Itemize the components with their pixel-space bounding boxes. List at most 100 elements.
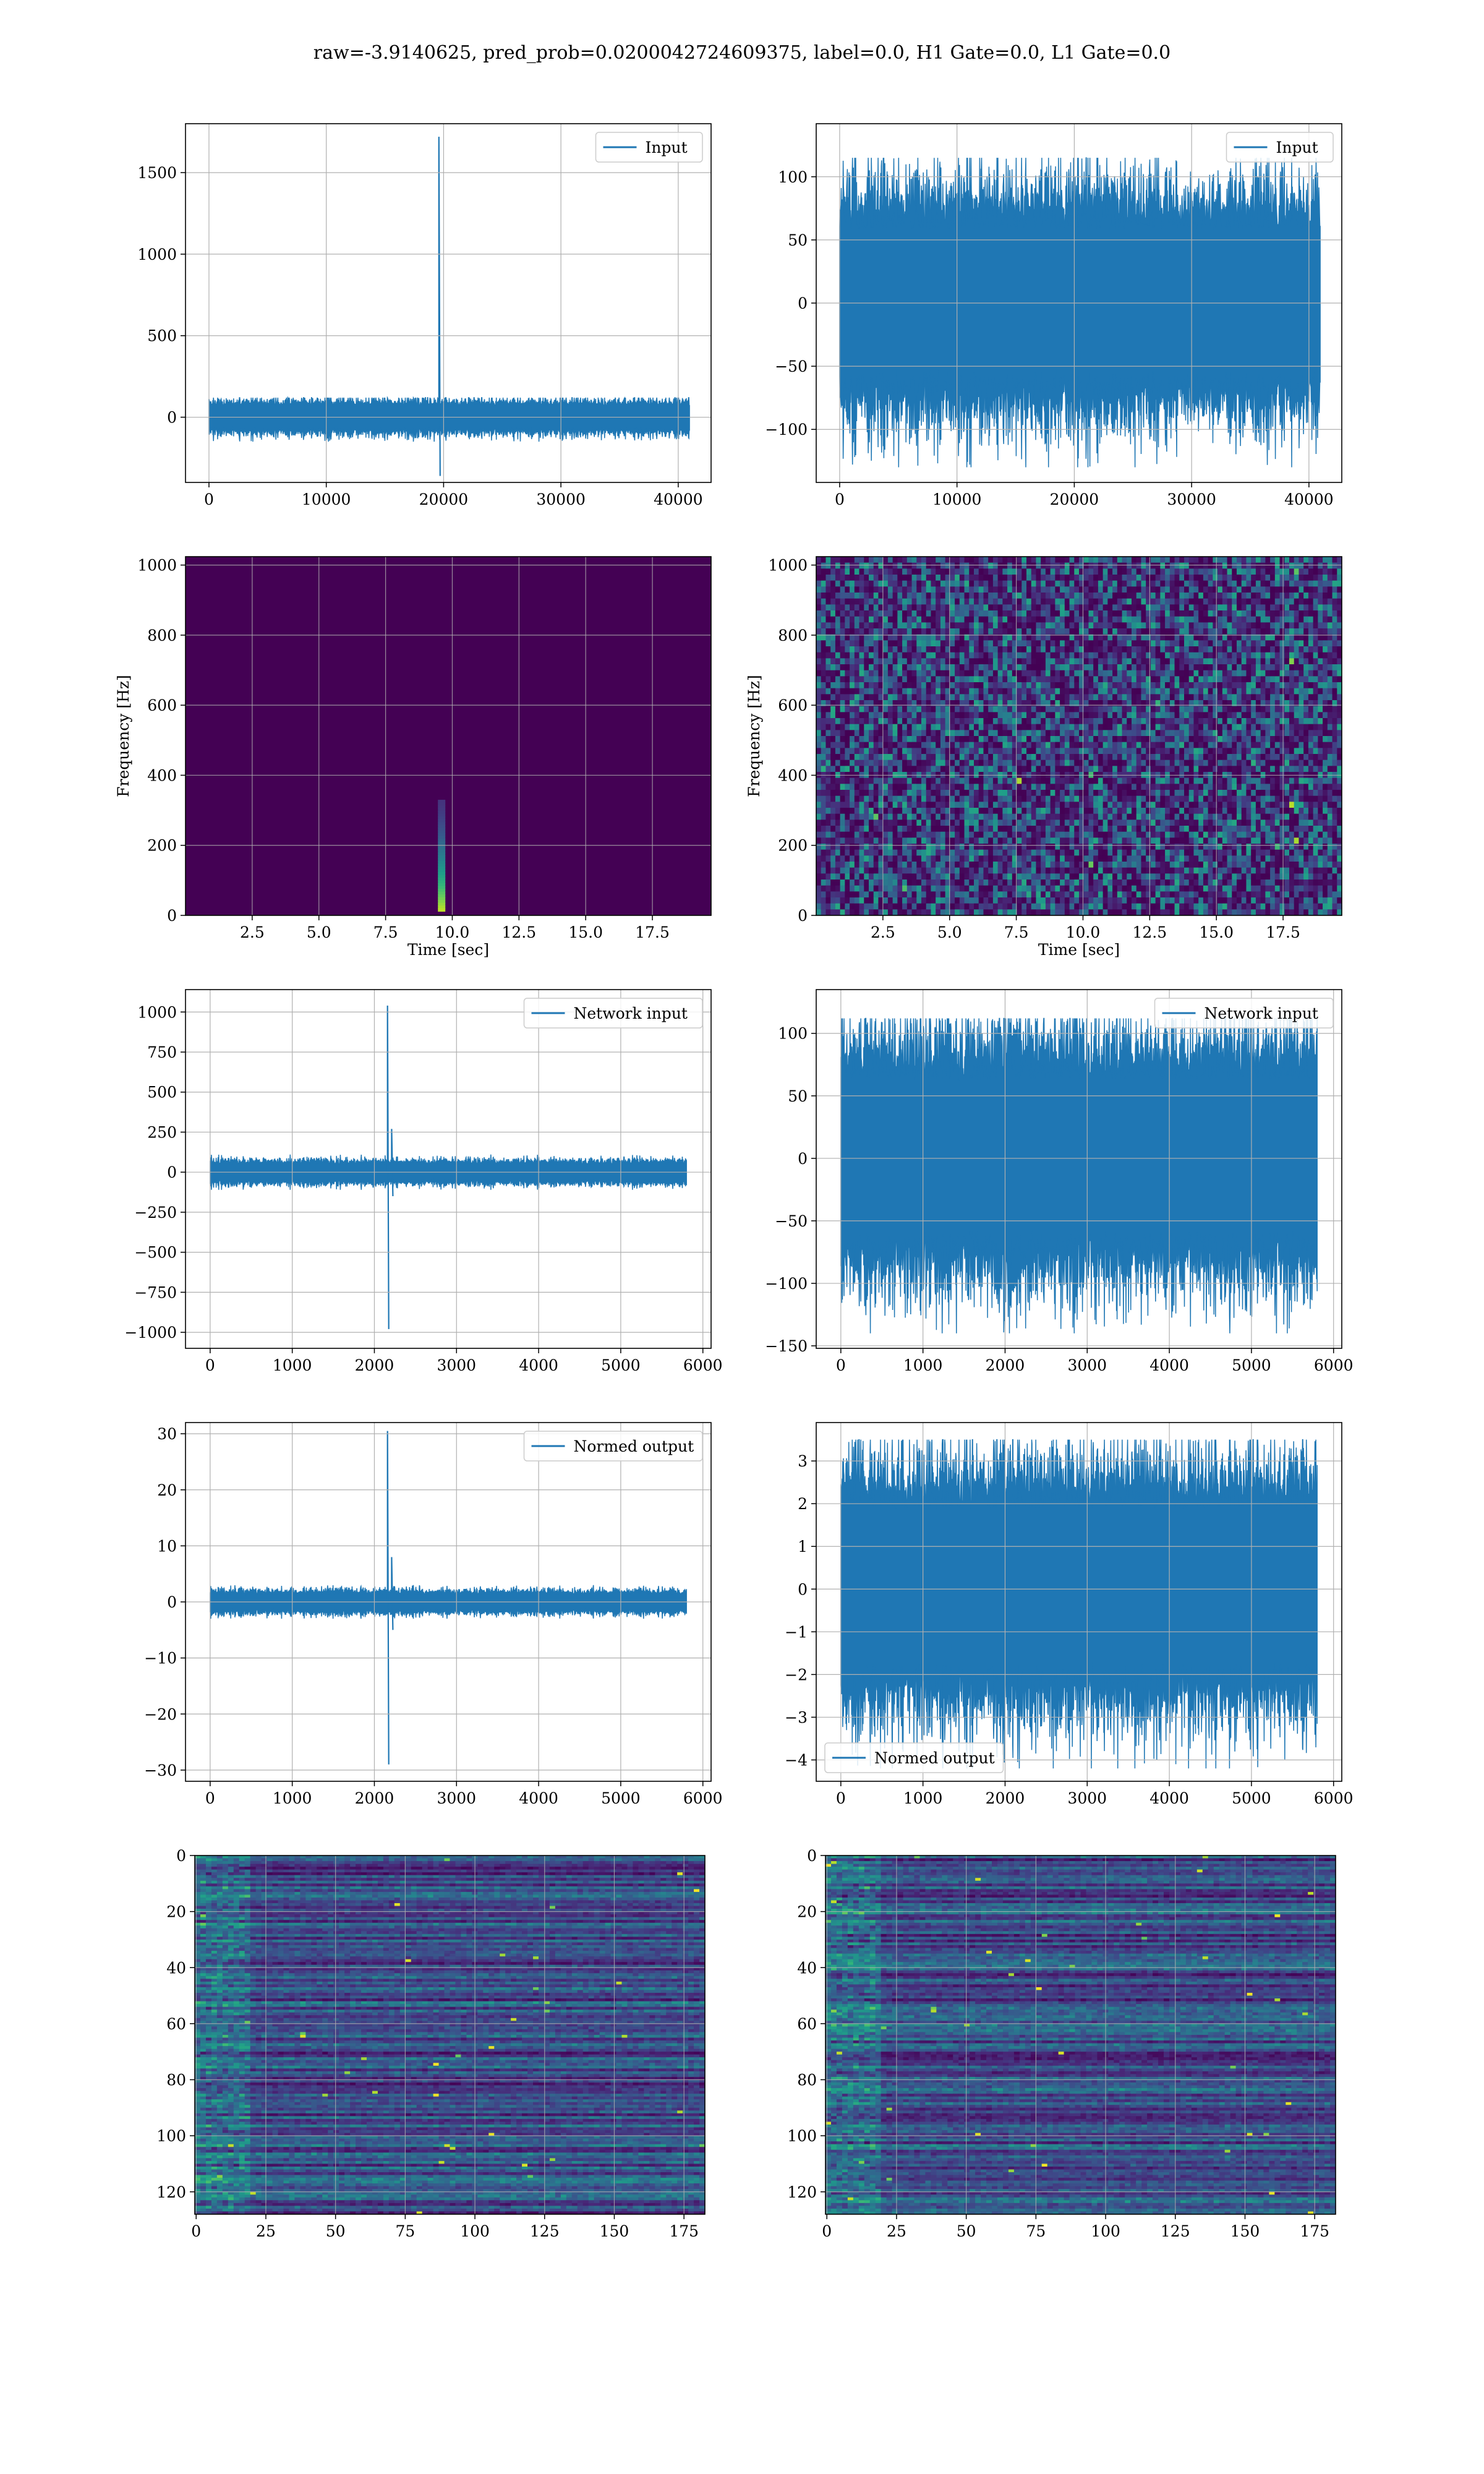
spectrogram-cell <box>854 640 860 647</box>
spectrogram-cell <box>864 694 869 701</box>
spectrogram-cell <box>1184 562 1190 569</box>
spectrogram-cell <box>1107 658 1113 665</box>
spectrogram-cell <box>1122 730 1127 737</box>
spectrogram-cell <box>955 676 960 683</box>
spectrogram-cell <box>1107 676 1113 683</box>
spectrogram-cell <box>1141 802 1146 808</box>
spectrogram-cell <box>1117 562 1123 569</box>
spectrogram-cell <box>940 748 946 755</box>
spectrogram-cell <box>845 777 850 784</box>
spectrogram-cell <box>1150 909 1156 915</box>
spectrogram-cell <box>1102 754 1108 761</box>
spectrogram-cell <box>950 903 955 910</box>
spectrogram-cell <box>1160 700 1166 707</box>
spectrogram-cell <box>1098 813 1104 820</box>
series-spike <box>438 137 441 476</box>
spectrogram-cell <box>940 628 946 635</box>
spectrogram-cell <box>950 873 955 880</box>
spectrogram-cell <box>1127 795 1132 802</box>
spectrogram-cell <box>911 777 917 784</box>
spectrogram-cell <box>1031 676 1037 683</box>
spectrogram-cell <box>845 634 850 641</box>
spectrogram-cell <box>1026 652 1032 659</box>
spectrogram-cell <box>1132 664 1137 671</box>
spectrogram-cell <box>1136 820 1142 826</box>
spectrogram-cell <box>1012 862 1018 868</box>
spectrogram-cell <box>1136 706 1142 713</box>
spectrogram-cell <box>1036 598 1041 605</box>
spectrogram-cell <box>931 598 936 605</box>
spectrogram-cell <box>1069 903 1075 910</box>
spectrogram-cell <box>983 855 989 862</box>
spectrogram-cell <box>864 682 869 689</box>
spectrogram-cell <box>1060 616 1065 623</box>
spectrogram-cell <box>1007 634 1013 641</box>
spectrogram-cell <box>988 784 994 790</box>
spectrogram-cell <box>1150 688 1156 695</box>
spectrogram-cell <box>1012 658 1018 665</box>
spectrogram-cell <box>1045 616 1051 623</box>
spectrogram-cell <box>1007 909 1013 915</box>
spectrogram-cell <box>845 909 850 915</box>
spectrogram-cell <box>1093 718 1099 725</box>
spectrogram-cell <box>887 700 893 707</box>
spectrogram-cell <box>902 880 908 886</box>
spectrogram-cell <box>845 862 850 868</box>
spectrogram-cell <box>974 897 979 904</box>
spectrogram-cell <box>1184 837 1190 844</box>
spectrogram-cell <box>955 849 960 856</box>
spectrogram-cell <box>1169 640 1175 647</box>
spectrogram-cell <box>869 790 874 797</box>
spectrogram-cell <box>1083 873 1090 880</box>
spectrogram-cell <box>906 909 913 915</box>
spectrogram-cell <box>964 557 970 563</box>
spectrogram-cell <box>1093 694 1099 701</box>
spectrogram-cell <box>955 616 960 623</box>
spectrogram-cell <box>1112 580 1118 587</box>
spectrogram-cell <box>1136 670 1142 677</box>
spectrogram-feature-cell <box>438 889 446 892</box>
spectrogram-cell <box>1136 604 1142 611</box>
spectrogram-cell <box>997 897 1003 904</box>
spectrogram-cell <box>1031 640 1037 647</box>
spectrogram-cell <box>869 664 874 671</box>
spectrogram-cell <box>835 795 841 802</box>
spectrogram-cell <box>997 676 1003 683</box>
spectrogram-cell <box>902 873 908 880</box>
spectrogram-cell <box>992 676 999 683</box>
spectrogram-cell <box>1079 903 1085 910</box>
spectrogram-cell <box>1079 694 1085 701</box>
spectrogram-cell <box>1045 862 1051 868</box>
spectrogram-cell <box>1002 844 1008 850</box>
spectrogram-cell <box>869 706 874 713</box>
spectrogram-cell <box>959 903 965 910</box>
spectrogram-cell <box>1036 575 1041 581</box>
spectrogram-cell <box>1002 748 1008 755</box>
spectrogram-cell <box>1012 730 1018 737</box>
spectrogram-cell <box>883 802 889 808</box>
spectrogram-cell <box>997 891 1003 898</box>
spectrogram-cell <box>1169 849 1175 856</box>
spectrogram-cell <box>897 658 903 665</box>
spectrogram-cell <box>969 640 974 647</box>
spectrogram-cell <box>1169 718 1175 725</box>
spectrogram-cell <box>835 873 841 880</box>
spectrogram-cell <box>1188 676 1195 683</box>
spectrogram-cell <box>1146 694 1151 701</box>
spectrogram-cell <box>1160 754 1166 761</box>
spectrogram-cell <box>1117 604 1123 611</box>
spectrogram-cell <box>1031 718 1037 725</box>
spectrogram-cell <box>835 837 841 844</box>
spectrogram-cell <box>1060 849 1065 856</box>
spectrogram-cell <box>1141 909 1146 915</box>
spectrogram-cell <box>1112 844 1118 850</box>
spectrogram-cell <box>1007 903 1013 910</box>
spectrogram-cell <box>906 664 913 671</box>
spectrogram-cell <box>940 670 946 677</box>
spectrogram-cell <box>1002 676 1008 683</box>
spectrogram-cell <box>859 658 864 665</box>
spectrogram-cell <box>892 795 898 802</box>
spectrogram-cell <box>997 664 1003 671</box>
spectrogram-cell <box>1146 802 1151 808</box>
spectrogram-cell <box>1041 604 1046 611</box>
